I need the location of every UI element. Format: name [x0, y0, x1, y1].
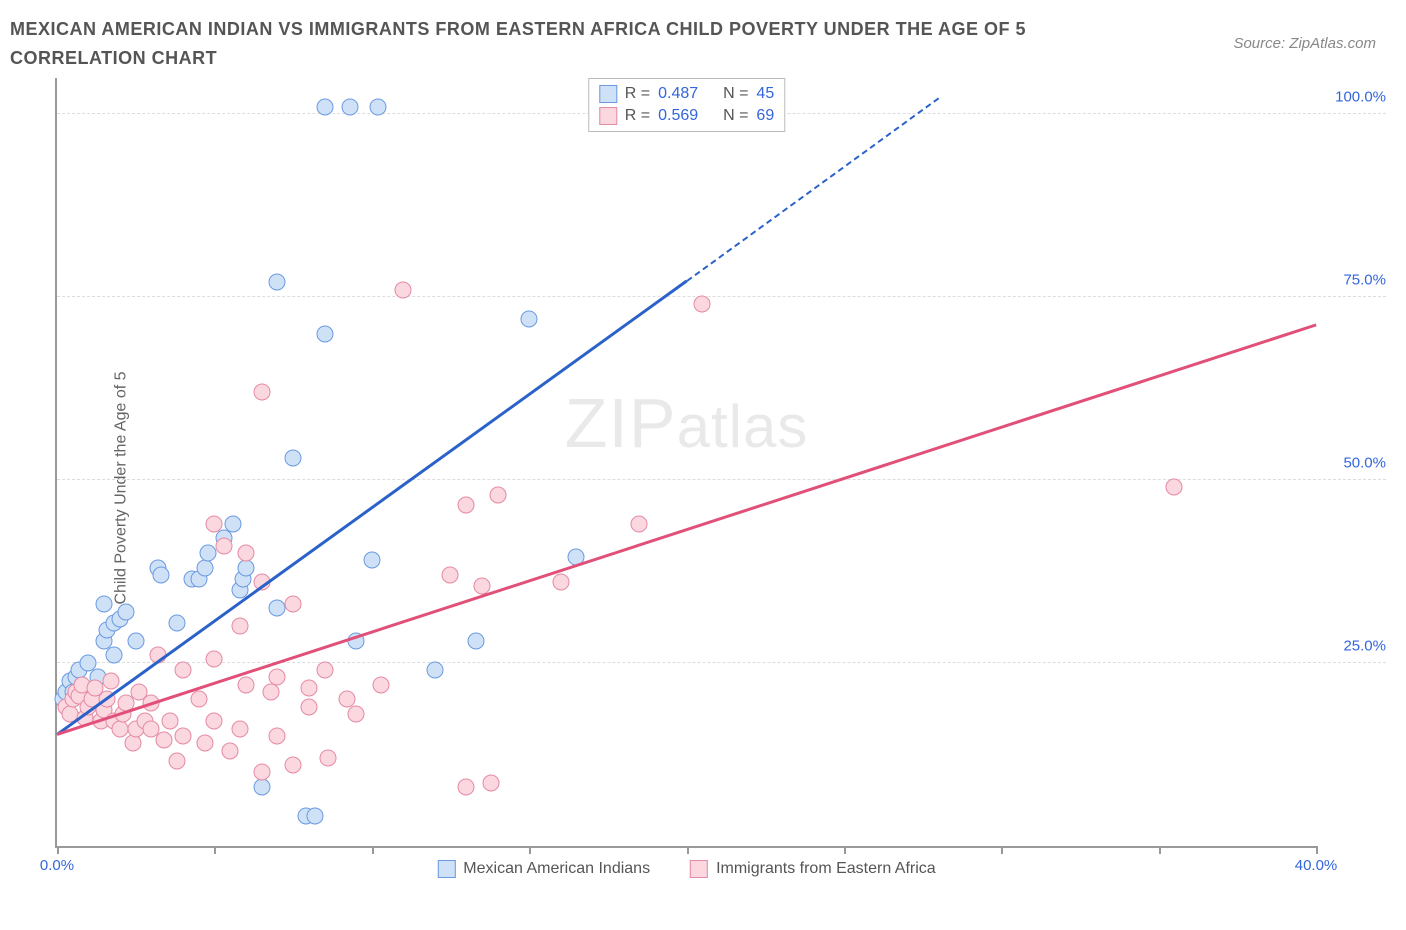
stats-legend: R = 0.487 N = 45 R = 0.569 N = 69: [588, 78, 785, 132]
y-tick-label: 75.0%: [1343, 272, 1386, 289]
scatter-point: [253, 779, 270, 796]
scatter-point: [206, 713, 223, 730]
x-tick: [1316, 846, 1318, 854]
scatter-point: [307, 808, 324, 825]
scatter-point: [285, 757, 302, 774]
scatter-point: [694, 296, 711, 313]
scatter-point: [631, 515, 648, 532]
x-tick: [372, 846, 374, 854]
legend-swatch-blue: [599, 85, 617, 103]
plot-area: ZIPatlas R = 0.487 N = 45 R = 0.569 N =: [55, 78, 1316, 848]
chart-title: MEXICAN AMERICAN INDIAN VS IMMIGRANTS FR…: [10, 15, 1110, 73]
scatter-point: [118, 603, 135, 620]
x-tick: [1001, 846, 1003, 854]
x-tick: [1159, 846, 1161, 854]
scatter-point: [395, 281, 412, 298]
scatter-point: [269, 727, 286, 744]
gridline: [57, 296, 1386, 297]
scatter-point: [174, 662, 191, 679]
scatter-point: [127, 632, 144, 649]
scatter-point: [458, 779, 475, 796]
scatter-point: [483, 775, 500, 792]
scatter-point: [285, 449, 302, 466]
scatter-point: [156, 731, 173, 748]
scatter-point: [285, 596, 302, 613]
scatter-point: [489, 486, 506, 503]
scatter-point: [222, 742, 239, 759]
chart-container: Child Poverty Under the Age of 5 ZIPatla…: [10, 78, 1396, 898]
scatter-point: [206, 515, 223, 532]
scatter-point: [231, 720, 248, 737]
scatter-point: [152, 566, 169, 583]
scatter-point: [269, 599, 286, 616]
scatter-point: [341, 98, 358, 115]
x-tick: [529, 846, 531, 854]
scatter-point: [442, 566, 459, 583]
y-tick-label: 25.0%: [1343, 637, 1386, 654]
scatter-point: [237, 676, 254, 693]
scatter-point: [269, 274, 286, 291]
legend-swatch-pink: [599, 107, 617, 125]
scatter-point: [168, 614, 185, 631]
scatter-point: [300, 680, 317, 697]
x-tick: [214, 846, 216, 854]
scatter-point: [102, 673, 119, 690]
scatter-point: [316, 98, 333, 115]
scatter-point: [162, 713, 179, 730]
scatter-point: [458, 497, 475, 514]
scatter-point: [1166, 479, 1183, 496]
scatter-point: [105, 647, 122, 664]
scatter-point: [215, 537, 232, 554]
scatter-point: [231, 618, 248, 635]
scatter-point: [263, 684, 280, 701]
scatter-point: [96, 596, 113, 613]
source-label: Source: ZipAtlas.com: [1233, 15, 1396, 52]
scatter-point: [124, 735, 141, 752]
scatter-point: [521, 310, 538, 327]
scatter-point: [174, 727, 191, 744]
trend-line: [57, 324, 1317, 736]
scatter-point: [237, 545, 254, 562]
scatter-point: [111, 720, 128, 737]
x-tick-label: 0.0%: [40, 857, 74, 874]
scatter-point: [316, 325, 333, 342]
scatter-point: [190, 691, 207, 708]
scatter-point: [426, 662, 443, 679]
y-tick-label: 50.0%: [1343, 454, 1386, 471]
scatter-point: [467, 632, 484, 649]
x-tick: [844, 846, 846, 854]
series-legend: Mexican American Indians Immigrants from…: [437, 860, 935, 878]
scatter-point: [552, 574, 569, 591]
x-tick: [57, 846, 59, 854]
scatter-point: [196, 559, 213, 576]
scatter-point: [373, 676, 390, 693]
scatter-point: [316, 662, 333, 679]
scatter-point: [206, 651, 223, 668]
scatter-point: [237, 559, 254, 576]
scatter-point: [253, 384, 270, 401]
scatter-point: [319, 749, 336, 766]
gridline: [57, 662, 1386, 663]
x-tick-label: 40.0%: [1295, 857, 1338, 874]
scatter-point: [253, 764, 270, 781]
x-tick: [687, 846, 689, 854]
scatter-point: [168, 753, 185, 770]
scatter-point: [225, 515, 242, 532]
scatter-point: [196, 735, 213, 752]
trend-line: [56, 280, 687, 736]
scatter-point: [363, 552, 380, 569]
legend-swatch-pink: [690, 860, 708, 878]
scatter-point: [300, 698, 317, 715]
gridline: [57, 479, 1386, 480]
legend-swatch-blue: [437, 860, 455, 878]
watermark: ZIPatlas: [565, 383, 809, 463]
scatter-point: [348, 705, 365, 722]
legend-label: Mexican American Indians: [463, 860, 650, 878]
legend-label: Immigrants from Eastern Africa: [716, 860, 936, 878]
scatter-point: [370, 98, 387, 115]
y-tick-label: 100.0%: [1335, 89, 1386, 106]
scatter-point: [269, 669, 286, 686]
scatter-point: [200, 545, 217, 562]
